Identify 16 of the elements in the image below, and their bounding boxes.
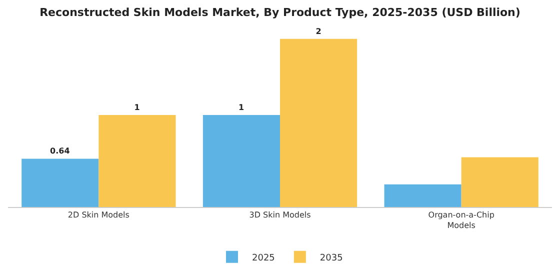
bar	[384, 184, 462, 207]
bar	[202, 115, 280, 207]
data-label: 1	[238, 103, 244, 112]
data-label: 0.64	[50, 146, 70, 156]
data-label: 1	[134, 103, 140, 112]
bar	[98, 115, 176, 207]
x-tick-label: Organ-on-a-Chip Models	[428, 210, 494, 230]
bar	[22, 158, 99, 207]
bar	[461, 157, 538, 207]
data-label: 2	[316, 26, 322, 36]
x-tick-label: 2D Skin Models	[68, 210, 130, 220]
legend-label: 2035	[320, 253, 343, 264]
legend-label: 2025	[252, 253, 275, 264]
bar	[280, 38, 358, 207]
x-tick-label: 3D Skin Models	[249, 210, 311, 220]
chart-title: Reconstructed Skin Models Market, By Product Type, 2025-2035 (USD Billion)	[40, 6, 520, 20]
